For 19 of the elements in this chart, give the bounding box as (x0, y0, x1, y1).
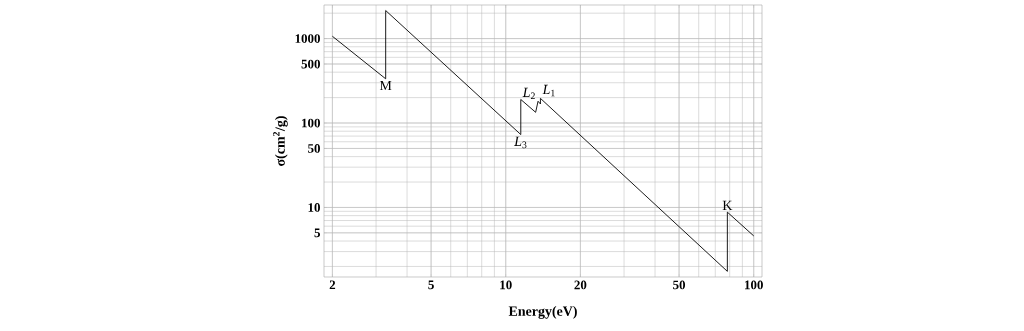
annotation: L$_{2}$ (522, 87, 535, 100)
x-tick-label: 50 (673, 280, 686, 290)
x-tick-label: 20 (574, 280, 587, 290)
x-tick-label: 2 (329, 280, 336, 290)
x-tick-label: 5 (428, 280, 434, 290)
y-tick-label: 50 (308, 144, 320, 153)
y-tick-label: 500 (301, 59, 320, 69)
annotation: L$_{1}$ (542, 84, 555, 97)
annotation: M (379, 80, 392, 91)
y-tick-label: 5 (314, 228, 321, 238)
y-axis-title: σ(cm$^{2}$/g) (272, 116, 288, 166)
x-tick-label: 10 (500, 280, 512, 290)
annotation: K (722, 200, 733, 210)
x-tick-label: 100 (745, 280, 763, 290)
y-tick-label: 100 (302, 118, 320, 128)
y-tick-label: 1000 (295, 34, 320, 43)
x-axis-title: Energy(eV) (508, 306, 577, 319)
y-tick-label: 10 (308, 203, 320, 212)
annotation: L$_{3}$ (514, 136, 527, 149)
